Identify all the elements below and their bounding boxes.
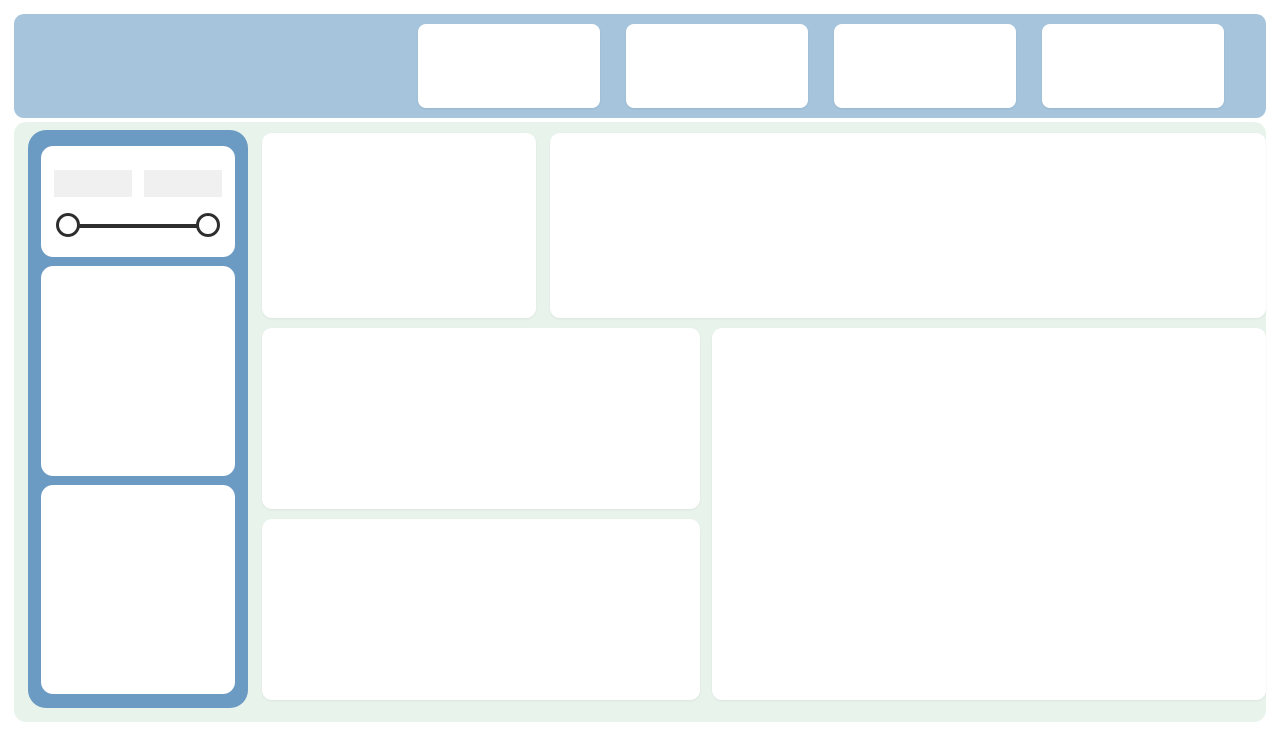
sales-by-country-card — [262, 519, 700, 700]
kpi-card-profit — [626, 24, 808, 108]
filter-sidebar — [28, 130, 248, 708]
line-chart[interactable] — [550, 133, 1266, 318]
content-area — [14, 122, 1266, 722]
sales-profit-by-year-card — [550, 133, 1266, 318]
occupation-filter-card — [41, 485, 235, 694]
slider-handle-max[interactable] — [196, 213, 220, 237]
kpi-row — [418, 24, 1224, 108]
slider-handle-min[interactable] — [56, 213, 80, 237]
sales-by-subcategory-card — [262, 328, 700, 509]
header-band — [14, 14, 1266, 118]
bar-chart[interactable] — [262, 328, 700, 509]
sales-profit-by-occupation-card — [712, 328, 1266, 700]
kpi-card-average-sales — [834, 24, 1016, 108]
year-min-input[interactable] — [54, 170, 132, 197]
map-chart[interactable] — [262, 519, 700, 700]
year-filter-card — [41, 146, 235, 257]
year-max-input[interactable] — [144, 170, 222, 197]
hbar-chart[interactable] — [712, 328, 1266, 700]
kpi-card-sales — [418, 24, 600, 108]
profit-by-category-card — [262, 133, 536, 318]
category-filter-card — [41, 266, 235, 476]
donut-chart[interactable] — [262, 133, 536, 318]
year-range-slider[interactable] — [56, 213, 220, 239]
slider-track — [66, 224, 210, 228]
kpi-card-customers-count — [1042, 24, 1224, 108]
